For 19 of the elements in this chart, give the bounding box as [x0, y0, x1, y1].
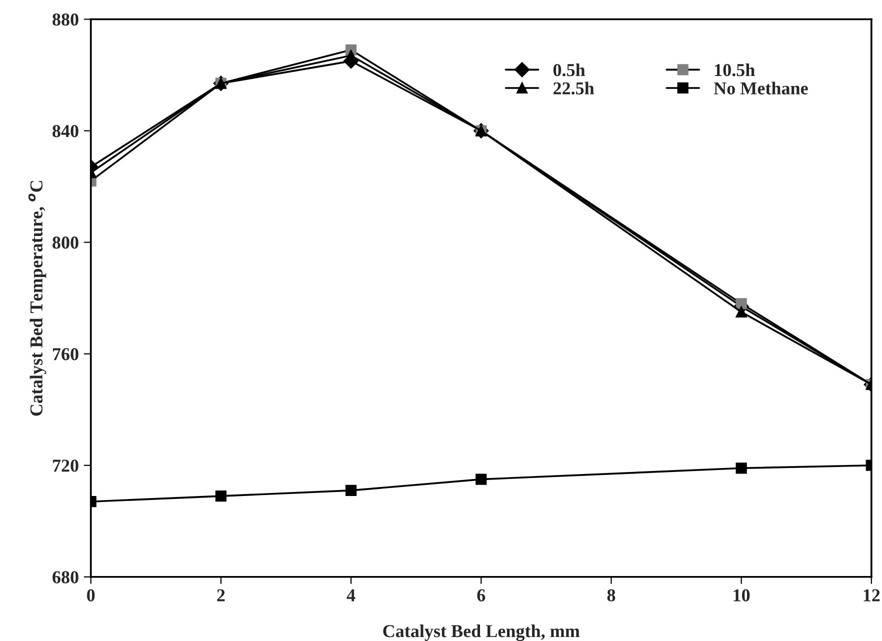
x-tick-label: 4 [346, 589, 356, 602]
x-tick-label: 0 [87, 589, 95, 602]
y-tick-label: 680 [52, 571, 78, 584]
y-axis-title: Catalyst Bed Temperature, $^{o}$C [28, 180, 46, 416]
x-tick-label: 6 [477, 589, 486, 602]
y-tick-label: 880 [52, 13, 78, 26]
x-tick-label: 8 [607, 589, 616, 602]
y-tick-label: 840 [52, 125, 78, 138]
x-tick-label: 12 [864, 589, 880, 602]
y-tick-label: 720 [52, 460, 78, 472]
x-tick-label: 2 [217, 589, 225, 602]
legend-label: 22.5h [554, 82, 594, 95]
x-axis-title: Catalyst Bed Length, mm [383, 624, 580, 641]
x-tick-label: 10 [734, 589, 750, 602]
y-tick-label: 760 [52, 348, 78, 360]
legend-label: No Methane [714, 82, 808, 94]
legend-label: 10.5h [715, 63, 755, 76]
legend-label: 0.5h [553, 63, 586, 76]
y-tick-label: 800 [52, 236, 78, 249]
